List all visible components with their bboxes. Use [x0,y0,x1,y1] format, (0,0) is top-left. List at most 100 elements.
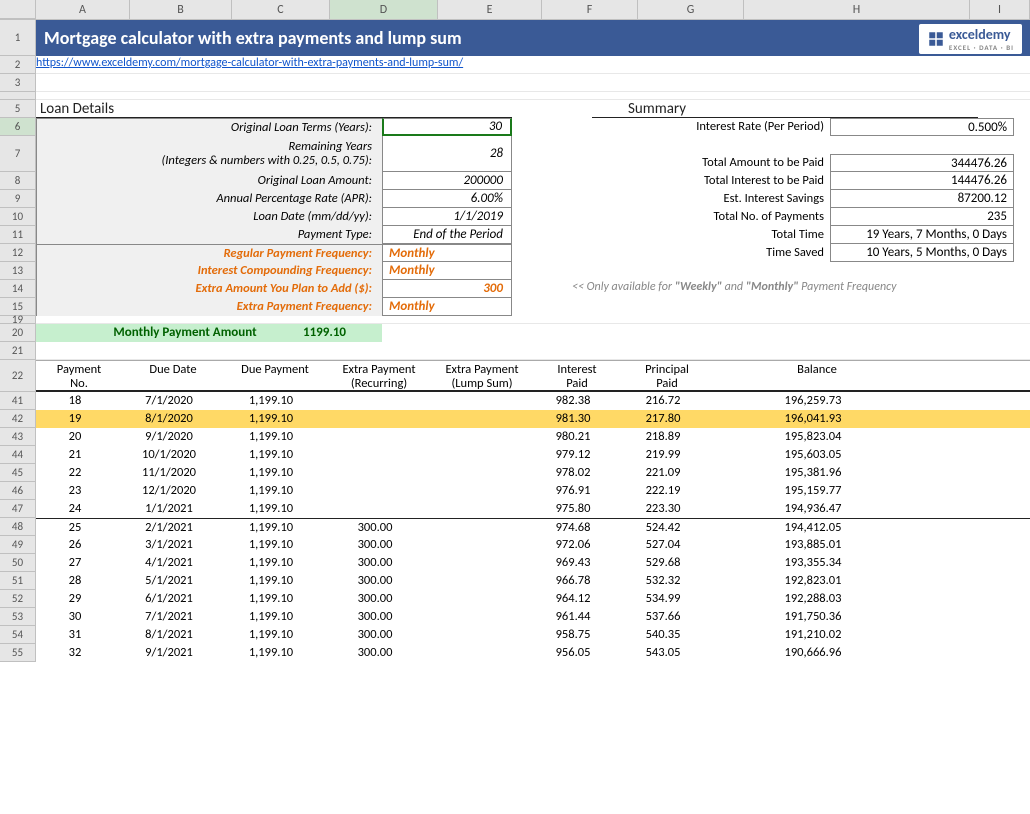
loan-detail-label-2: Original Loan Amount: [36,172,382,190]
summary-label-4: Est. Interest Savings [628,190,830,208]
row-header-53[interactable]: 53 [0,608,36,626]
row-header-46[interactable]: 46 [0,482,36,500]
loan-detail-label-1: Remaining Years(Integers & numbers with … [36,136,382,172]
sched-row-32[interactable]: 329/1/20211,199.10300.00956.05543.05190,… [36,644,1030,662]
blank-row-21 [36,342,1030,360]
row-header-52[interactable]: 52 [0,590,36,608]
row-header-43[interactable]: 43 [0,428,36,446]
row-header-45[interactable]: 45 [0,464,36,482]
row-header-54[interactable]: 54 [0,626,36,644]
loan-detail-value-3[interactable]: 6.00% [382,190,512,208]
row-header-41[interactable]: 41 [0,392,36,410]
row-header-7[interactable]: 7 [0,136,36,172]
row-header-47[interactable]: 47 [0,500,36,518]
logo-sub: EXCEL · DATA · BI [949,43,1014,52]
loan-detail-value-0[interactable]: 30 [382,118,512,136]
loan-detail-value-5[interactable]: End of the Period [382,226,512,244]
row-header-x[interactable] [0,92,36,100]
row-header-6[interactable]: 6 [0,118,36,136]
sched-row-22[interactable]: 2211/1/20201,199.10978.02221.09195,381.9… [36,464,1030,482]
link-row: https://www.exceldemy.com/mortgage-calcu… [36,56,1030,74]
sched-row-21[interactable]: 2110/1/20201,199.10979.12219.99195,603.0… [36,446,1030,464]
row-header-49[interactable]: 49 [0,536,36,554]
col-header-C[interactable]: C [232,0,330,19]
sched-row-27[interactable]: 274/1/20211,199.10300.00969.43529.68193,… [36,554,1030,572]
row-headers: 1235678910111213141519202122414243444546… [0,20,36,662]
col-header-H[interactable]: H [744,0,970,19]
summary-value-5: 235 [830,208,1014,226]
sched-row-24[interactable]: 241/1/20211,199.10975.80223.30194,936.47 [36,500,1030,518]
row-header-12[interactable]: 12 [0,244,36,262]
row-header-21[interactable]: 21 [0,342,36,360]
sched-header-3: Extra Payment(Recurring) [326,361,432,391]
sched-row-31[interactable]: 318/1/20211,199.10300.00958.75540.35191,… [36,626,1030,644]
row-header-44[interactable]: 44 [0,446,36,464]
loan-detail-value-4[interactable]: 1/1/2019 [382,208,512,226]
row-header-9[interactable]: 9 [0,190,36,208]
row-header-14[interactable]: 14 [0,280,36,298]
monthly-payment: Monthly Payment Amount 1199.10 [36,324,382,342]
row-header-2[interactable]: 2 [0,56,36,74]
logo: exceldemy EXCEL · DATA · BI [919,24,1022,54]
col-header-F[interactable]: F [542,0,638,19]
summary-label-5: Total No. of Payments [628,208,830,226]
loan-detail-label-0: Original Loan Terms (Years): [36,118,382,136]
loan-detail-label-3: Annual Percentage Rate (APR): [36,190,382,208]
select-all-corner[interactable] [0,0,36,19]
loan-detail-value-2[interactable]: 200000 [382,172,512,190]
loan-detail-value-1[interactable]: 28 [382,136,512,172]
sched-row-28[interactable]: 285/1/20211,199.10300.00966.78532.32192,… [36,572,1030,590]
monthly-payment-value: 1199.10 [293,325,346,341]
sched-row-23[interactable]: 2312/1/20201,199.10976.91222.19195,159.7… [36,482,1030,500]
spreadsheet: ABCDEFGHI 123567891011121314151920212241… [0,0,1030,814]
logo-brand: exceldemy [949,26,1014,43]
row-header-3[interactable]: 3 [0,74,36,92]
cells-area[interactable]: Mortgage calculator with extra payments … [36,20,1030,662]
row-header-8[interactable]: 8 [0,172,36,190]
row-header-5[interactable]: 5 [0,100,36,118]
summary-label-6: Total Time [628,226,830,244]
summary-value-7: 10 Years, 5 Months, 0 Days [830,244,1014,262]
row-header-10[interactable]: 10 [0,208,36,226]
col-header-I[interactable]: I [970,0,1030,19]
sched-row-26[interactable]: 263/1/20211,199.10300.00972.06527.04193,… [36,536,1030,554]
row-header-1[interactable]: 1 [0,20,36,56]
row-header-11[interactable]: 11 [0,226,36,244]
loan-detail-label-4: Loan Date (mm/dd/yy): [36,208,382,226]
summary-label-3: Total Interest to be Paid [628,172,830,190]
row-header-42[interactable]: 42 [0,410,36,428]
col-header-A[interactable]: A [36,0,130,19]
column-headers: ABCDEFGHI [0,0,1030,20]
summary-value-1 [830,136,1014,154]
monthly-payment-label: Monthly Payment Amount [37,325,293,341]
row-header-50[interactable]: 50 [0,554,36,572]
row-header-55[interactable]: 55 [0,644,36,662]
loan-detail-value-9[interactable]: Monthly [382,298,512,316]
loan-detail-value-6[interactable]: Monthly [382,244,512,262]
sched-row-30[interactable]: 307/1/20211,199.10300.00961.44537.66191,… [36,608,1030,626]
sched-row-25[interactable]: 252/1/20211,199.10300.00974.68524.42194,… [36,518,1030,536]
sched-row-29[interactable]: 296/1/20211,199.10300.00964.12534.99192,… [36,590,1030,608]
summary-label-0: Interest Rate (Per Period) [628,118,830,136]
sched-row-19[interactable]: 198/1/20201,199.10981.30217.80196,041.93 [36,410,1030,428]
row-header-20[interactable]: 20 [0,324,36,342]
col-header-E[interactable]: E [438,0,542,19]
row-header-51[interactable]: 51 [0,572,36,590]
summary-value-4: 87200.12 [830,190,1014,208]
summary-header: Summary [592,100,978,118]
sched-row-18[interactable]: 187/1/20201,199.10982.38216.72196,259.73 [36,392,1030,410]
row-header-22[interactable]: 22 [0,360,36,392]
row-header-13[interactable]: 13 [0,262,36,280]
loan-detail-value-7[interactable]: Monthly [382,262,512,280]
row-header-19[interactable]: 19 [0,316,36,324]
row-header-48[interactable]: 48 [0,518,36,536]
col-header-G[interactable]: G [638,0,744,19]
sched-row-20[interactable]: 209/1/20201,199.10980.21218.89195,823.04 [36,428,1030,446]
blank-row-19 [36,316,1030,324]
loan-detail-label-7: Interest Compounding Frequency: [36,262,382,280]
loan-detail-value-8[interactable]: 300 [382,280,512,298]
summary-value-0: 0.500% [830,118,1014,136]
col-header-D[interactable]: D [330,0,438,19]
col-header-B[interactable]: B [130,0,232,19]
source-link[interactable]: https://www.exceldemy.com/mortgage-calcu… [36,56,463,73]
